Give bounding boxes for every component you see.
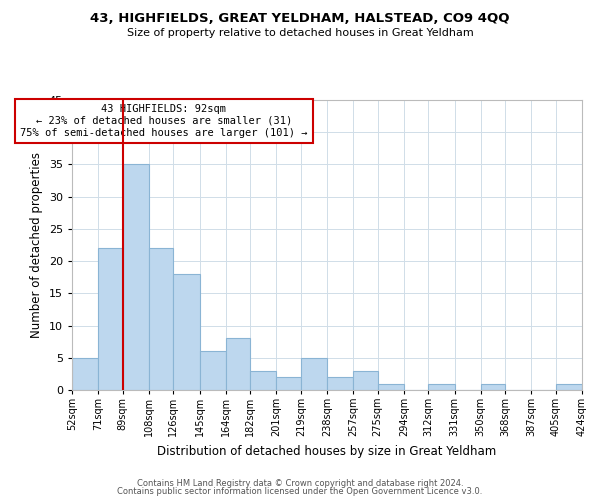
Bar <box>173 274 199 390</box>
Bar <box>226 338 250 390</box>
Bar <box>301 358 327 390</box>
Bar <box>149 248 173 390</box>
Bar <box>327 377 353 390</box>
Bar <box>556 384 582 390</box>
Bar <box>98 248 123 390</box>
X-axis label: Distribution of detached houses by size in Great Yeldham: Distribution of detached houses by size … <box>157 445 497 458</box>
Text: Size of property relative to detached houses in Great Yeldham: Size of property relative to detached ho… <box>127 28 473 38</box>
Bar <box>276 377 301 390</box>
Bar <box>428 384 455 390</box>
Bar <box>72 358 98 390</box>
Text: 43, HIGHFIELDS, GREAT YELDHAM, HALSTEAD, CO9 4QQ: 43, HIGHFIELDS, GREAT YELDHAM, HALSTEAD,… <box>90 12 510 26</box>
Bar <box>353 370 378 390</box>
Bar <box>199 352 226 390</box>
Y-axis label: Number of detached properties: Number of detached properties <box>30 152 43 338</box>
Bar <box>123 164 149 390</box>
Bar <box>481 384 505 390</box>
Text: Contains public sector information licensed under the Open Government Licence v3: Contains public sector information licen… <box>118 487 482 496</box>
Text: Contains HM Land Registry data © Crown copyright and database right 2024.: Contains HM Land Registry data © Crown c… <box>137 478 463 488</box>
Bar <box>378 384 404 390</box>
Text: 43 HIGHFIELDS: 92sqm
← 23% of detached houses are smaller (31)
75% of semi-detac: 43 HIGHFIELDS: 92sqm ← 23% of detached h… <box>20 104 308 138</box>
Bar <box>250 370 276 390</box>
